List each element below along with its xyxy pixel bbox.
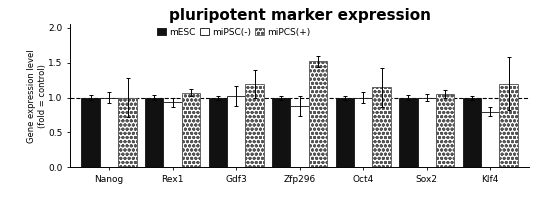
Bar — [272, 98, 291, 167]
Bar — [436, 94, 454, 167]
Bar — [182, 93, 200, 167]
Bar — [245, 84, 264, 167]
Bar — [335, 98, 354, 167]
Bar — [399, 98, 417, 167]
Bar — [227, 96, 245, 167]
Legend: mESC, miPSC(-), miPCS(+): mESC, miPSC(-), miPCS(+) — [157, 28, 310, 37]
Bar — [291, 106, 309, 167]
Title: pluripotent marker expression: pluripotent marker expression — [168, 8, 431, 23]
Bar — [373, 87, 391, 167]
Y-axis label: Gene expression level
(fold = control): Gene expression level (fold = control) — [28, 49, 47, 143]
Bar — [417, 98, 436, 167]
Bar — [164, 102, 182, 167]
Bar — [145, 98, 164, 167]
Bar — [208, 98, 227, 167]
Bar — [354, 98, 373, 167]
Bar — [463, 98, 481, 167]
Bar — [82, 98, 100, 167]
Bar — [100, 98, 118, 167]
Bar — [309, 61, 327, 167]
Bar — [118, 98, 137, 167]
Bar — [481, 112, 500, 167]
Bar — [500, 84, 518, 167]
